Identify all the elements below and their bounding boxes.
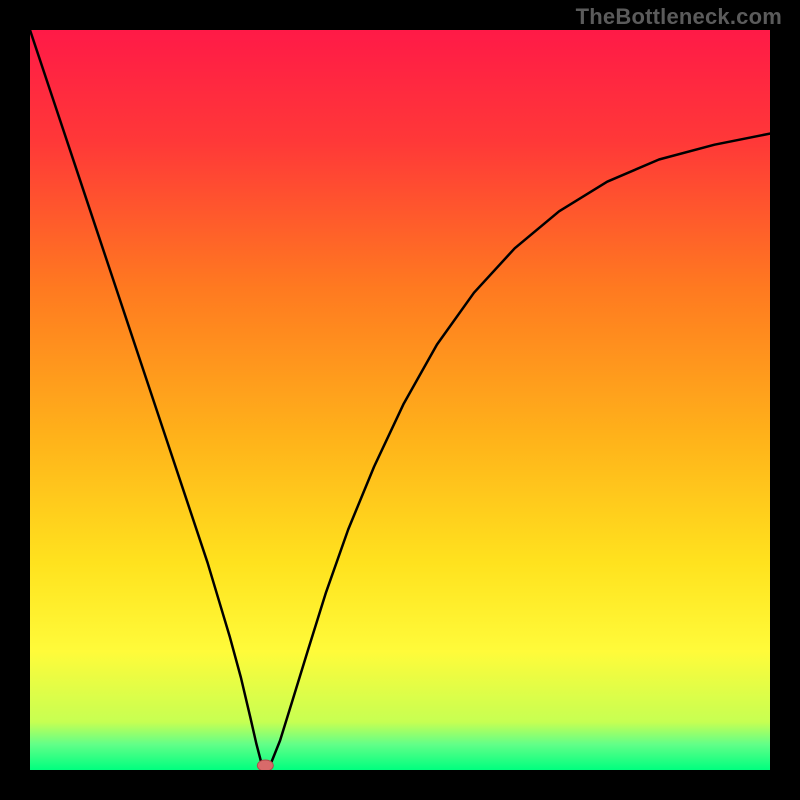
chart-svg (30, 30, 770, 770)
chart-frame: TheBottleneck.com (0, 0, 800, 800)
min-marker (257, 760, 273, 770)
watermark-text: TheBottleneck.com (576, 4, 782, 30)
plot-area (30, 30, 770, 770)
gradient-background (30, 30, 770, 770)
